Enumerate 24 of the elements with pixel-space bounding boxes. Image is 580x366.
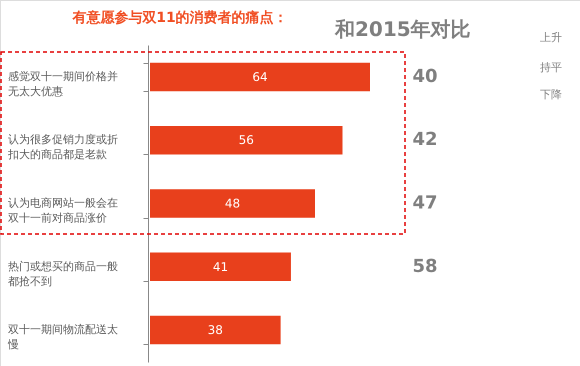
- data-label: 56: [238, 133, 254, 148]
- data-label: 38: [208, 323, 223, 338]
- text: 42: [412, 129, 438, 150]
- text: 上升: [540, 31, 562, 44]
- text: 下降: [540, 88, 562, 101]
- text: 持平: [540, 61, 562, 74]
- data-label: 48: [224, 196, 240, 210]
- data-label: 64: [252, 70, 268, 84]
- y-tick-label: 热门或想买的商品一般都抢不到: [8, 260, 118, 288]
- data-label: 41: [212, 260, 228, 274]
- bar: [150, 316, 281, 344]
- chart-title: 有意愿参与双11的消费者的痛点：: [71, 9, 288, 26]
- text: 58: [412, 256, 438, 277]
- y-tick-label: 双十一期间物流配送太慢: [7, 323, 118, 352]
- bar: [150, 126, 342, 154]
- y-tick-label: 感觉双十一期间价格并无太大优惠: [8, 70, 118, 98]
- y-tick-label: 认为很多促销力度或折扣大的商品都是老款: [7, 133, 118, 162]
- text: 和2015年对比: [334, 17, 471, 41]
- bar: [150, 62, 370, 92]
- text: 47: [412, 192, 438, 214]
- bar: [150, 252, 291, 282]
- y-tick-label: 认为电商网站一般会在双十一前对商品涨价: [8, 196, 118, 224]
- text: 40: [412, 66, 438, 87]
- bar: [150, 189, 315, 218]
